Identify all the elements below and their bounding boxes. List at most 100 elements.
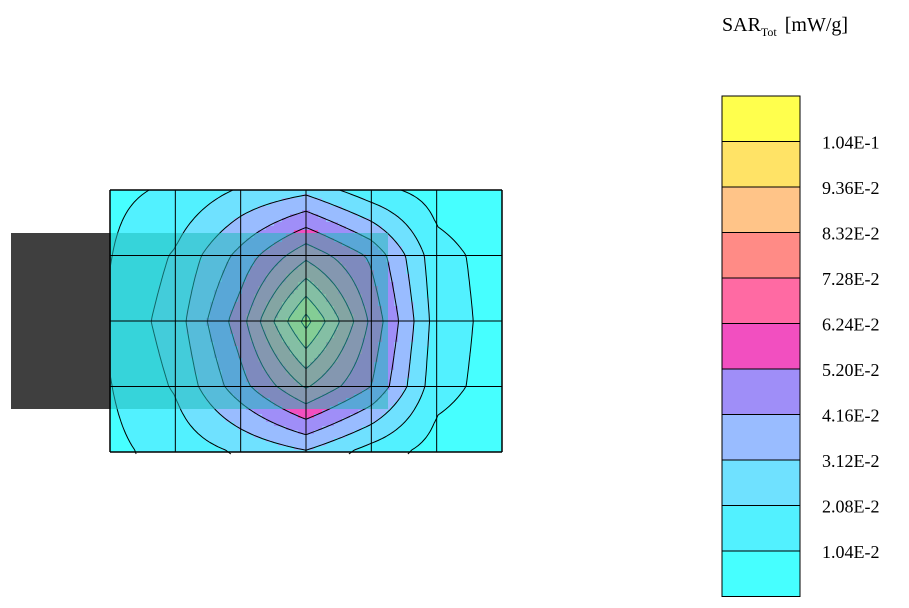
field-tile (394, 242, 399, 247)
field-tile (482, 282, 487, 287)
field-tile (462, 210, 467, 215)
field-tile (402, 210, 407, 215)
field-tile (394, 206, 399, 211)
field-tile (398, 346, 403, 351)
field-tile (158, 194, 163, 199)
field-tile (406, 310, 411, 315)
field-tile (138, 214, 143, 219)
field-tile (474, 238, 479, 243)
field-tile (494, 318, 499, 323)
field-tile (454, 338, 459, 343)
field-tile (318, 210, 323, 215)
field-tile (494, 314, 499, 319)
field-tile (382, 230, 387, 235)
field-tile (466, 254, 471, 259)
field-tile (430, 282, 435, 287)
field-tile (210, 222, 215, 227)
field-tile (482, 238, 487, 243)
field-tile (446, 286, 451, 291)
field-tile (442, 298, 447, 303)
field-tile (450, 194, 455, 199)
field-tile (134, 206, 139, 211)
field-tile (486, 354, 491, 359)
field-tile (398, 290, 403, 295)
field-tile (446, 214, 451, 219)
field-tile (426, 258, 431, 263)
field-tile (290, 202, 295, 207)
field-tile (406, 226, 411, 231)
field-tile (278, 190, 283, 195)
field-tile (438, 230, 443, 235)
field-tile (474, 214, 479, 219)
field-tile (418, 338, 423, 343)
field-tile (442, 286, 447, 291)
field-tile (414, 338, 419, 343)
field-tile (482, 314, 487, 319)
field-tile (414, 258, 419, 263)
field-tile (366, 214, 371, 219)
field-tile (414, 302, 419, 307)
field-tile (158, 198, 163, 203)
field-tile (490, 226, 495, 231)
field-tile (478, 310, 483, 315)
field-tile (442, 274, 447, 279)
field-tile (466, 314, 471, 319)
field-tile (462, 346, 467, 351)
field-tile (410, 202, 415, 207)
field-tile (154, 206, 159, 211)
field-tile (130, 218, 135, 223)
field-tile (158, 206, 163, 211)
field-tile (206, 226, 211, 231)
field-tile (430, 358, 435, 363)
field-tile (354, 214, 359, 219)
field-tile (406, 234, 411, 239)
field-tile (490, 290, 495, 295)
field-tile (454, 258, 459, 263)
field-tile (182, 206, 187, 211)
field-tile (426, 314, 431, 319)
field-tile (390, 274, 395, 279)
field-tile (110, 202, 115, 207)
field-tile (454, 374, 459, 379)
field-tile (414, 282, 419, 287)
field-tile (430, 302, 435, 307)
field-tile (338, 222, 343, 227)
field-tile (138, 190, 143, 195)
field-tile (326, 222, 331, 227)
field-tile (446, 326, 451, 331)
field-tile (446, 342, 451, 347)
field-tile (126, 218, 131, 223)
field-tile (458, 262, 463, 267)
field-tile (466, 278, 471, 283)
field-tile (422, 362, 427, 367)
field-tile (306, 222, 311, 227)
field-tile (162, 202, 167, 207)
field-tile (470, 382, 475, 387)
field-tile (218, 206, 223, 211)
field-tile (170, 202, 175, 207)
field-tile (254, 190, 259, 195)
field-tile (410, 378, 415, 383)
field-tile (446, 234, 451, 239)
field-tile (454, 322, 459, 327)
field-tile (486, 242, 491, 247)
field-tile (426, 226, 431, 231)
field-tile (414, 318, 419, 323)
field-tile (266, 190, 271, 195)
field-tile (442, 206, 447, 211)
field-tile (490, 262, 495, 267)
field-tile (402, 358, 407, 363)
field-tile (178, 230, 183, 235)
field-tile (386, 282, 391, 287)
field-tile (466, 250, 471, 255)
field-tile (318, 202, 323, 207)
field-tile (418, 218, 423, 223)
field-tile (114, 194, 119, 199)
field-tile (338, 214, 343, 219)
field-tile (114, 214, 119, 219)
field-tile (134, 202, 139, 207)
field-tile (410, 370, 415, 375)
field-tile (198, 230, 203, 235)
field-tile (210, 202, 215, 207)
field-tile (422, 274, 427, 279)
